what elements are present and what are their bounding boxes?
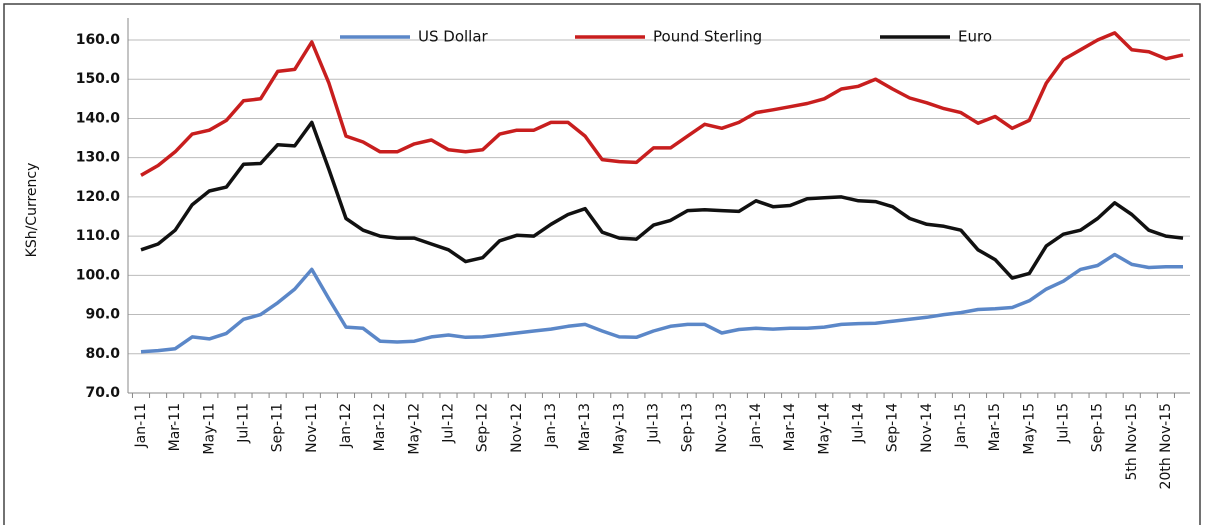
y-tick-label: 130.0	[76, 150, 121, 166]
series-line	[140, 31, 1184, 177]
x-tick-label: Jan-13	[543, 403, 559, 448]
y-tick-label: 110.0	[76, 228, 121, 244]
y-tick-label: 100.0	[76, 267, 121, 283]
x-tick-label: Jan-14	[748, 403, 764, 449]
x-tick-label: Jul-15	[1055, 403, 1071, 444]
x-tick-label: May-12	[406, 403, 422, 455]
x-tick-label: Mar-13	[577, 403, 593, 451]
x-tick-label: Mar-12	[372, 403, 388, 451]
x-tick-label: Sep-14	[885, 403, 901, 452]
x-tick-label: Jul-11	[235, 403, 251, 444]
x-tick-label: 5th Nov-15	[1124, 403, 1140, 481]
x-tick-label: Sep-12	[475, 403, 491, 452]
y-tick-label: 120.0	[76, 189, 121, 205]
x-tick-label: Jan-12	[338, 403, 354, 448]
y-tick-label: 160.0	[76, 32, 121, 48]
x-tick-label: Nov-13	[714, 403, 730, 453]
x-tick-label: Mar-11	[167, 403, 183, 451]
x-tick-label: Jan-11	[133, 403, 149, 448]
x-tick-label: Nov-12	[509, 403, 525, 453]
x-tick-label: Nov-11	[304, 403, 320, 453]
legend-label: Euro	[958, 28, 992, 46]
x-tick-label: Mar-14	[782, 403, 798, 451]
series-line	[140, 120, 1184, 280]
series-line	[140, 252, 1183, 354]
x-tick-label: Jul-14	[850, 403, 866, 444]
x-tick-label: Mar-15	[987, 403, 1003, 451]
x-tick-label: Jul-13	[645, 403, 661, 444]
x-tick-label: Sep-15	[1090, 403, 1106, 452]
y-tick-label: 80.0	[85, 346, 120, 362]
x-tick-label: May-15	[1021, 403, 1037, 455]
y-tick-label: 70.0	[85, 385, 120, 401]
x-tick-label: 20th Nov-15	[1158, 403, 1174, 489]
x-tick-label: Jul-12	[440, 403, 456, 444]
x-tick-label: Nov-14	[919, 403, 935, 453]
x-tick-label: Sep-11	[270, 403, 286, 452]
y-axis-label: KSh/Currency	[24, 163, 40, 258]
y-tick-label: 150.0	[76, 71, 121, 87]
y-tick-label: 90.0	[85, 307, 120, 323]
y-tick-label: 140.0	[76, 110, 121, 126]
x-tick-label: May-11	[201, 403, 217, 455]
x-tick-label: May-14	[816, 403, 832, 455]
x-tick-label: May-13	[611, 403, 627, 455]
x-tick-label: Sep-13	[680, 403, 696, 452]
legend-label: Pound Sterling	[653, 28, 762, 46]
x-tick-label: Jan-15	[953, 403, 969, 448]
legend-label: US Dollar	[418, 28, 489, 46]
